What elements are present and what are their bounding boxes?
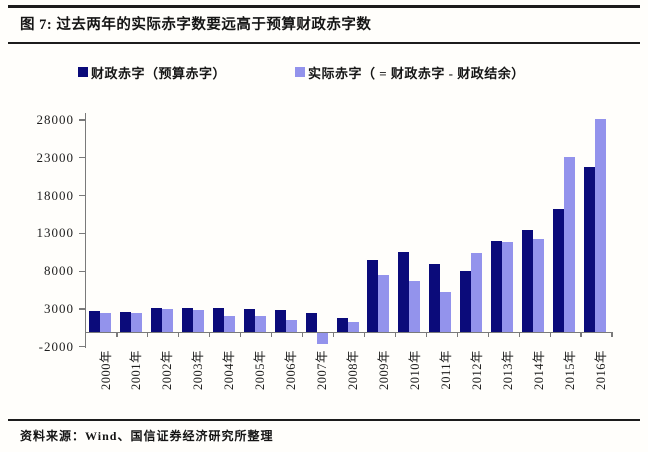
actual-series-swatch-icon [295,67,305,77]
x-tick-16 [580,331,582,338]
legend-item-budget: 财政赤字（预算赤字） [78,64,227,81]
bar-budget-2008 [336,317,348,332]
y-tick-13000 [79,232,85,234]
y-tick-label-28000: 28000 [36,112,74,128]
bar-actual-2011 [440,292,452,332]
y-tick-label-8000: 8000 [44,263,74,279]
bar-actual-2000 [100,312,111,332]
x-category-label-2011: 2011年 [438,350,453,390]
y-tick-8000 [79,270,85,272]
title-rule [8,42,640,44]
bar-budget-2001 [119,311,131,332]
figure-title: 图 7: 过去两年的实际赤字数要远高于预算财政赤字数 [20,17,372,33]
y-tick-label-18000: 18000 [36,187,74,203]
y-tick-3000 [79,308,85,310]
source-note: 资料来源：Wind、国信证券经济研究所整理 [20,429,274,443]
bar-actual-2012 [471,253,483,332]
bar-actual-2008 [347,322,359,332]
bar-budget-2016 [584,166,596,332]
x-tick-13 [487,331,489,338]
bar-actual-2013 [502,241,514,332]
x-category-label-2003: 2003年 [191,350,206,391]
x-category-label-2014: 2014年 [531,350,546,391]
x-category-label-2010: 2010年 [407,350,422,391]
bar-actual-2006 [285,319,297,332]
bar-actual-2014 [533,238,545,332]
bar-actual-2016 [595,119,607,332]
y-tick-label-13000: 13000 [36,225,74,241]
x-category-label-2009: 2009年 [376,350,391,391]
x-category-label-2012: 2012年 [469,350,484,391]
y-axis-line [84,113,86,348]
x-tick-17 [611,331,613,338]
x-tick-3 [178,331,180,338]
top-rule [8,5,640,8]
y-tick-label-23000: 23000 [36,149,74,165]
bar-budget-2014 [522,229,534,332]
y-tick-label--2000: -2000 [38,338,74,354]
y-tick-23000 [79,157,85,159]
bar-actual-2002 [161,309,173,332]
x-category-label-2013: 2013年 [500,350,515,391]
x-category-label-2016: 2016年 [593,350,608,391]
bar-budget-2005 [243,309,255,332]
bar-budget-2004 [212,307,224,332]
x-tick-2 [147,331,149,338]
bar-budget-2015 [553,209,565,332]
budget-series-swatch-icon [78,67,88,77]
bar-actual-2003 [192,309,204,332]
y-tick-28000 [79,119,85,121]
x-category-label-2007: 2007年 [315,350,330,391]
bar-actual-2004 [223,315,235,332]
footer-rule [8,419,640,421]
bar-actual-2005 [254,315,266,332]
x-tick-11 [425,331,427,338]
bar-actual-2010 [409,281,421,332]
legend-label-actual: 实际赤字（ = 财政赤字 - 财政结余） [308,65,525,81]
bar-budget-2011 [429,263,441,332]
x-category-label-2008: 2008年 [346,350,361,391]
x-tick-9 [363,331,366,338]
bar-budget-2009 [367,259,379,332]
x-tick-8 [332,331,335,338]
bar-actual-2007 [316,331,328,344]
bar-budget-2010 [398,252,410,332]
x-category-label-2006: 2006年 [284,350,299,391]
bar-budget-2006 [274,309,286,332]
x-tick-4 [209,331,211,338]
bar-budget-2007 [305,312,317,332]
x-category-label-2015: 2015年 [562,350,577,391]
x-tick-1 [116,331,118,338]
bar-budget-2013 [491,240,503,332]
x-category-label-2005: 2005年 [253,350,268,391]
x-tick-12 [456,331,458,338]
bar-actual-2001 [130,313,142,332]
x-category-label-2001: 2001年 [129,350,144,391]
bar-budget-2002 [150,308,162,332]
legend-label-budget: 财政赤字（预算赤字） [91,65,227,81]
x-axis-line [84,331,612,334]
y-tick-label-3000: 3000 [44,301,74,317]
x-tick-15 [549,331,551,338]
bar-actual-2015 [564,157,576,332]
bar-budget-2012 [460,271,472,332]
x-category-label-2002: 2002年 [160,350,175,391]
x-tick-10 [394,331,396,338]
x-tick-6 [271,331,273,338]
x-category-label-2004: 2004年 [222,350,237,391]
x-tick-5 [240,331,242,338]
bar-budget-2000 [89,310,100,332]
y-tick--2000 [79,346,85,348]
x-category-label-2000: 2000年 [98,350,113,391]
x-tick-14 [518,331,520,338]
y-tick-18000 [79,195,85,197]
legend-item-actual: 实际赤字（ = 财政赤字 - 财政结余） [295,64,525,81]
bar-actual-2009 [378,275,390,332]
bar-budget-2003 [181,307,193,332]
x-tick-7 [301,331,304,338]
